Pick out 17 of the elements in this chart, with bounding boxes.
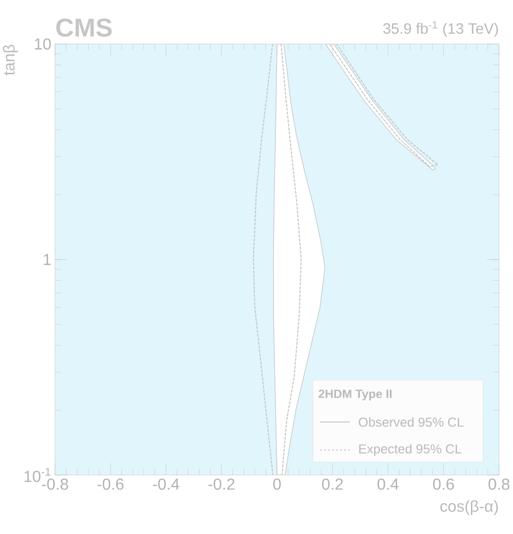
x-tick-label: 0 [273, 478, 281, 490]
y-tick-label: 10 [34, 38, 51, 50]
y-tick-label: 1 [44, 254, 51, 265]
x-tick-label: -0.6 [97, 478, 124, 490]
chart-title: CMS [56, 18, 112, 37]
chart-subtitle: 35.9 fb$^{-1}$ (13 TeV) [383, 21, 498, 37]
x-tick-label: -0.4 [152, 478, 180, 490]
x-tick-label: 0.4 [378, 478, 399, 490]
legend-title: 2HDM Type II [318, 390, 392, 400]
y-axis-title: tanβ [2, 44, 18, 76]
x-axis-title: cos(β-α) [440, 500, 498, 516]
legend-label: Observed 95% CL [358, 417, 464, 427]
x-tick-label: 0.6 [433, 478, 454, 490]
x-tick-label: -0.2 [208, 478, 234, 490]
x-tick-label: 0.2 [322, 478, 343, 490]
legend-label: Expected 95% CL [359, 444, 462, 456]
x-tick-label: 0.8 [488, 478, 510, 490]
